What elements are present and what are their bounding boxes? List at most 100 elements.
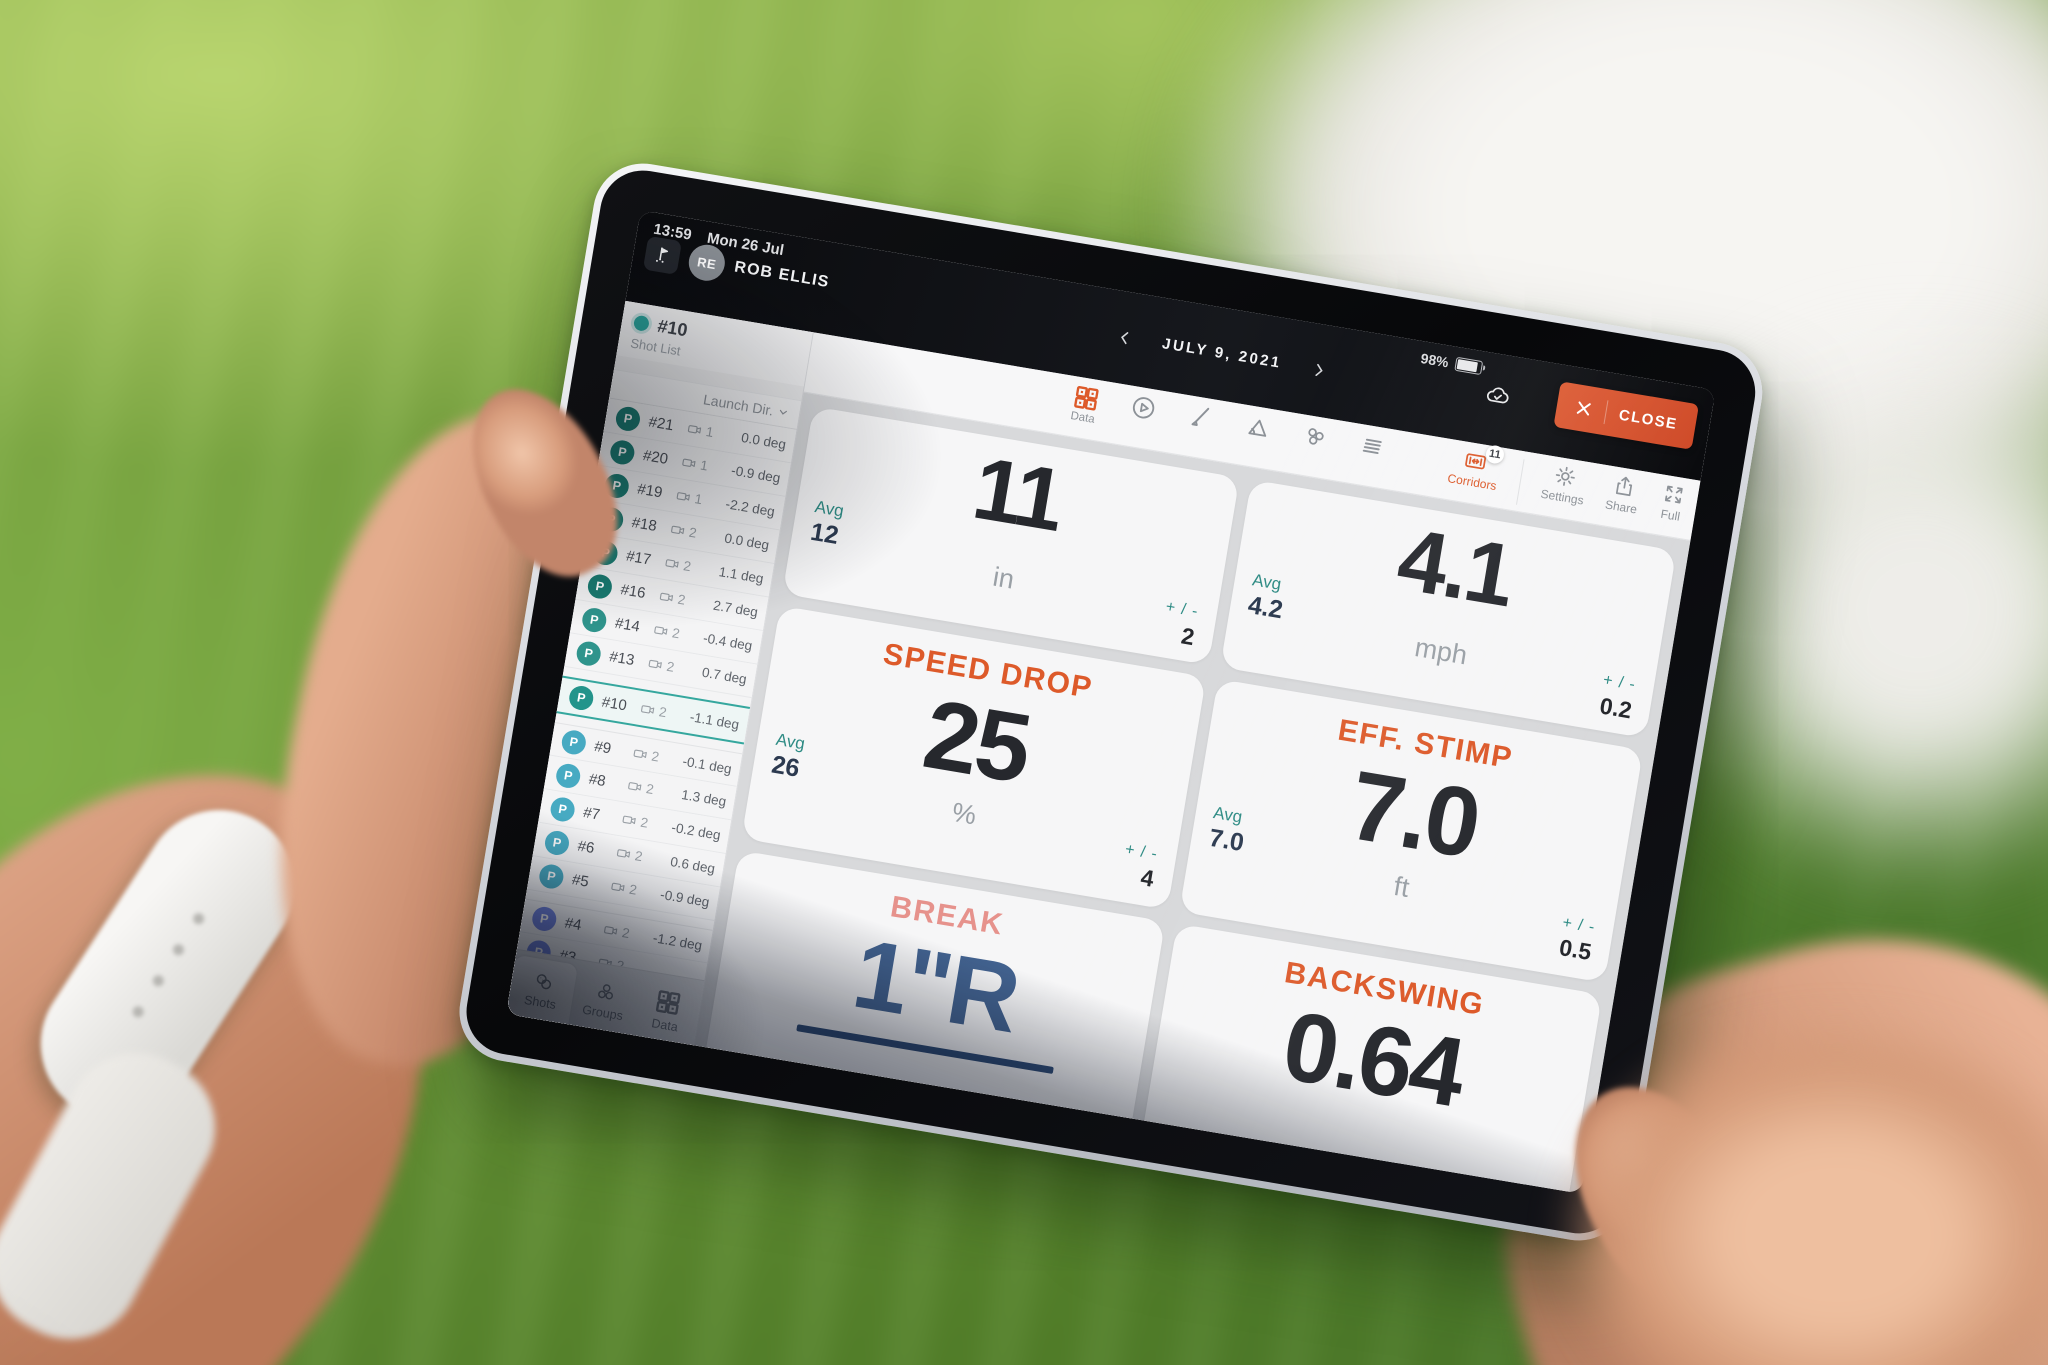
shot-id: #14: [613, 614, 642, 636]
tile-plusminus: + / -0.5: [1556, 913, 1597, 968]
camera-count-value: 2: [682, 558, 693, 575]
selected-shot-dot: [632, 314, 651, 332]
shot-id: #8: [587, 770, 607, 791]
prev-day-icon[interactable]: [1116, 328, 1134, 346]
view-button-list[interactable]: [1357, 431, 1387, 461]
data-grid-icon: [654, 987, 684, 1017]
shot-id: #9: [593, 737, 613, 757]
camera-count-value: 2: [665, 658, 676, 675]
close-icon: [1573, 398, 1594, 419]
shot-badge: P: [554, 761, 583, 790]
camera-count-value: 2: [671, 625, 681, 642]
launch-dir-value: -0.9 deg: [659, 886, 711, 910]
sidebar-tab-label: Groups: [581, 1002, 625, 1023]
camera-count: 2: [631, 745, 660, 764]
shot-id: #4: [563, 914, 583, 934]
app-logo-flag-icon[interactable]: [642, 235, 683, 275]
camera-count: 2: [663, 555, 693, 575]
tile-average-value: 12: [808, 518, 841, 551]
camera-icon: [631, 745, 650, 763]
putter-icon: [1185, 402, 1215, 432]
tile-plusminus: + / -2: [1159, 597, 1200, 652]
shot-id: #19: [636, 480, 664, 502]
data-grid-icon: [1071, 383, 1101, 413]
camera-count-value: 2: [633, 848, 644, 865]
camera-icon: [608, 878, 627, 896]
shot-id: #17: [624, 547, 653, 569]
camera-icon: [657, 588, 676, 606]
golf-balls-icon: [531, 969, 556, 994]
tablet: 13:59 Mon 26 Jul 98%: [451, 156, 1770, 1248]
camera-count-value: 1: [699, 457, 710, 474]
camera-icon: [679, 454, 698, 472]
camera-count: 2: [638, 700, 668, 720]
camera-icon: [601, 921, 620, 939]
share-button[interactable]: Share: [1604, 472, 1642, 517]
view-button-play[interactable]: [1128, 393, 1158, 423]
view-button-putter[interactable]: [1185, 402, 1215, 432]
launch-dir-value: 2.7 deg: [712, 597, 760, 620]
settings-button[interactable]: Settings: [1540, 461, 1589, 508]
ball-group-icon: [593, 979, 618, 1004]
camera-icon: [638, 700, 657, 718]
user-avatar[interactable]: RE: [686, 242, 728, 284]
share-icon: [1615, 476, 1633, 497]
camera-count: 2: [646, 655, 676, 675]
camera-icon: [646, 655, 665, 673]
user-name: ROB ELLIS: [733, 258, 831, 292]
tile-average-value: 7.0: [1206, 824, 1246, 858]
chevron-down-icon: [779, 409, 787, 415]
camera-icon: [685, 421, 704, 439]
corridors-button[interactable]: 11 Corridors: [1447, 444, 1506, 493]
next-day-icon[interactable]: [1310, 361, 1328, 379]
view-button-label: Data: [1069, 409, 1096, 426]
shot-id: #16: [619, 581, 647, 603]
sidebar-tab-data[interactable]: Data: [631, 976, 703, 1046]
shot-id: #13: [608, 648, 636, 670]
launch-dir-value: 0.6 deg: [669, 854, 717, 877]
launch-dir-value: 1.1 deg: [717, 564, 765, 587]
camera-icon: [663, 555, 682, 573]
camera-count-value: 2: [620, 924, 631, 941]
settings-label: Settings: [1539, 486, 1585, 508]
view-button-data-grid[interactable]: Data: [1069, 383, 1101, 426]
camera-count-value: 2: [644, 781, 655, 798]
shot-id: #6: [576, 837, 596, 858]
tile-plusminus-label: + / -: [1123, 840, 1160, 863]
launch-dir-value: 0.0 deg: [723, 530, 771, 553]
view-button-angle[interactable]: [1243, 412, 1273, 442]
launch-dir-value: 1.3 deg: [680, 787, 728, 810]
launch-dir-value: -1.2 deg: [651, 929, 704, 953]
launch-dir-label: Launch Dir.: [702, 391, 775, 419]
sidebar-tab-label: Data: [650, 1015, 679, 1034]
play-icon: [1128, 393, 1158, 423]
camera-count: 2: [601, 921, 631, 941]
camera-icon: [668, 521, 687, 539]
gear-icon: [1556, 466, 1576, 486]
main-panel: Data 1 1: [694, 332, 1701, 1194]
camera-count-value: 2: [639, 814, 650, 831]
close-label: CLOSE: [1617, 406, 1679, 433]
fullscreen-label: Full: [1659, 506, 1682, 524]
camera-icon: [674, 488, 693, 506]
shot-id: #7: [581, 804, 602, 824]
shot-badge: P: [560, 728, 588, 757]
shot-badge: P: [586, 572, 614, 600]
camera-count-value: 2: [628, 881, 639, 898]
camera-icon: [651, 622, 670, 640]
tile-plusminus: + / -0.2: [1596, 670, 1637, 725]
launch-dir-value: -0.9 deg: [730, 462, 782, 486]
camera-icon: [620, 811, 639, 829]
camera-icon: [614, 845, 633, 863]
view-button-balls[interactable]: [1300, 422, 1330, 452]
shot-badge: P: [548, 795, 577, 823]
sidebar-tab-groups[interactable]: Groups: [569, 965, 641, 1035]
sidebar-tab-shots[interactable]: Shots: [506, 954, 579, 1025]
shot-badge: P: [543, 828, 571, 857]
shot-id: #10: [600, 693, 629, 714]
shot-id: #5: [570, 871, 591, 891]
tile-average-value: 4.2: [1245, 591, 1285, 625]
fullscreen-button[interactable]: Full: [1657, 481, 1687, 524]
shot-id: #20: [641, 447, 670, 468]
